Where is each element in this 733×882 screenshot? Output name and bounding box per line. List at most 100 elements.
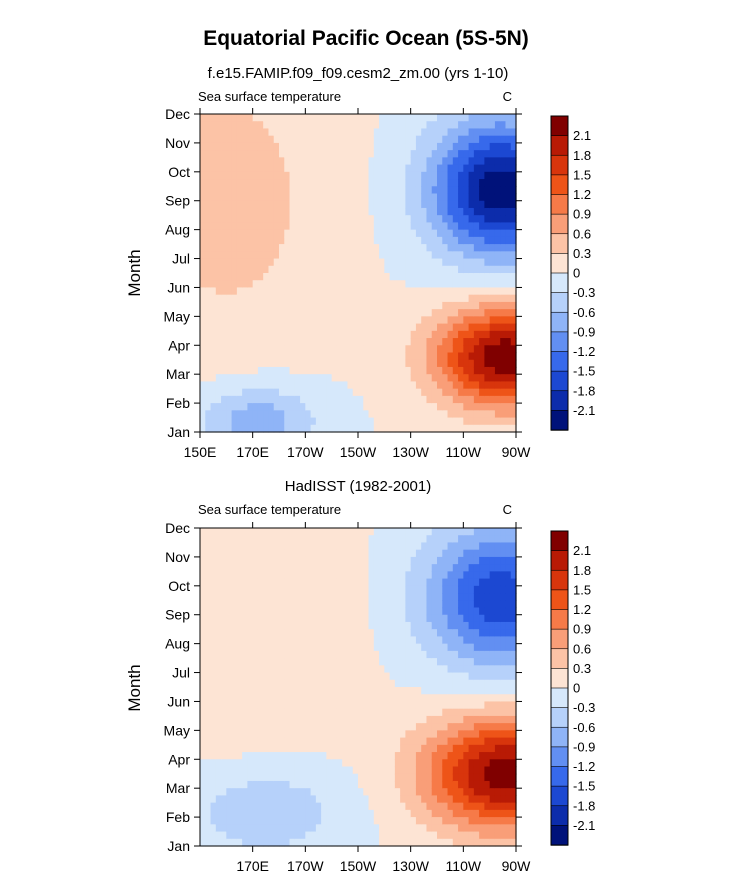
heatmap-cell (310, 607, 317, 616)
heatmap-cell (205, 359, 212, 368)
heatmap-cell (257, 410, 264, 419)
heatmap-cell (247, 578, 254, 587)
heatmap-cell (221, 164, 227, 173)
heatmap-cell (236, 114, 243, 122)
heatmap-cell (489, 301, 496, 310)
heatmap-cell (205, 650, 212, 659)
heatmap-cell (252, 730, 259, 739)
heatmap-cell (231, 135, 238, 144)
heatmap-cell (268, 694, 275, 703)
heatmap-cell (347, 585, 354, 594)
heatmap-cell (310, 323, 317, 332)
heatmap-cell (389, 424, 396, 433)
heatmap-cell (279, 222, 285, 231)
heatmap-cell (347, 658, 354, 666)
heatmap-cell (221, 621, 227, 630)
heatmap-cell (426, 607, 433, 616)
heatmap-cell (379, 287, 385, 296)
heatmap-cell (200, 715, 206, 724)
heatmap-cell (310, 817, 317, 825)
heatmap-cell (315, 345, 322, 354)
heatmap-cell (242, 715, 248, 724)
heatmap-cell (410, 309, 417, 317)
heatmap-cell (426, 831, 433, 840)
heatmap-cell (447, 715, 454, 724)
heatmap-cell (468, 585, 475, 594)
heatmap-cell (289, 585, 296, 594)
heatmap-cell (305, 715, 312, 724)
heatmap-cell (368, 679, 375, 688)
heatmap-cell (252, 715, 259, 724)
heatmap-cell (410, 708, 417, 717)
heatmap-cell (279, 258, 285, 267)
heatmap-cell (215, 150, 222, 158)
heatmap-cell (347, 629, 354, 638)
heatmap-cell (384, 366, 391, 375)
heatmap-cell (252, 614, 259, 623)
heatmap-cell (284, 831, 291, 840)
heatmap-cell (268, 157, 275, 166)
heatmap-cell (252, 164, 259, 173)
heatmap-cell (305, 542, 312, 551)
heatmap-cell (373, 222, 380, 231)
heatmap-cell (231, 636, 238, 645)
heatmap-cell (294, 780, 301, 789)
heatmap-cell (242, 287, 248, 296)
heatmap-cell (389, 410, 396, 419)
heatmap-cell (347, 817, 354, 825)
heatmap-cell (389, 701, 396, 710)
heatmap-cell (500, 301, 507, 310)
heatmap-cell (331, 723, 338, 731)
heatmap-cell (463, 795, 470, 804)
heatmap-cell (279, 417, 285, 426)
heatmap-cell (405, 301, 412, 310)
heatmap-cell (442, 650, 449, 659)
heatmap-cell (221, 316, 227, 325)
heatmap-cell (426, 650, 433, 659)
heatmap-cell (336, 802, 343, 811)
heatmap-cell (426, 121, 433, 130)
heatmap-cell (373, 564, 380, 572)
heatmap-cell (289, 366, 296, 375)
heatmap-cell (210, 251, 217, 260)
heatmap-cell (342, 236, 349, 245)
heatmap-cell (279, 650, 285, 659)
heatmap-cell (205, 142, 212, 151)
heatmap-cell (447, 564, 454, 572)
heatmap-cell (415, 352, 422, 361)
heatmap-cell (294, 665, 301, 674)
heatmap-cell (352, 723, 359, 731)
heatmap-cell (358, 215, 364, 224)
heatmap-cell (342, 701, 349, 710)
heatmap-cell (268, 802, 275, 811)
heatmap-cell (200, 766, 206, 775)
heatmap-cell (431, 578, 438, 587)
heatmap-cell (242, 636, 248, 645)
heatmap-cell (252, 737, 259, 746)
heatmap-cell (215, 780, 222, 789)
heatmap-cell (410, 535, 417, 544)
heatmap-cell (510, 150, 517, 158)
heatmap-cell (368, 200, 375, 209)
heatmap-cell (284, 737, 291, 746)
heatmap-cell (394, 549, 401, 558)
heatmap-cell (494, 403, 501, 411)
heatmap-cell (447, 200, 454, 209)
heatmap-cell (289, 744, 296, 753)
heatmap-cell (447, 788, 454, 797)
heatmap-cell (210, 352, 217, 361)
heatmap-cell (394, 338, 401, 346)
heatmap-cell (431, 280, 438, 289)
heatmap-cell (505, 381, 512, 390)
heatmap-cell (305, 679, 312, 688)
heatmap-cell (358, 301, 364, 310)
heatmap-cell (200, 636, 206, 645)
heatmap-cell (205, 179, 212, 187)
heatmap-cell (479, 244, 485, 252)
heatmap-cell (410, 164, 417, 173)
heatmap-cell (405, 236, 412, 245)
heatmap-cell (405, 687, 412, 695)
heatmap-cell (321, 650, 327, 659)
heatmap-cell (484, 366, 491, 375)
heatmap-cell (352, 744, 359, 753)
